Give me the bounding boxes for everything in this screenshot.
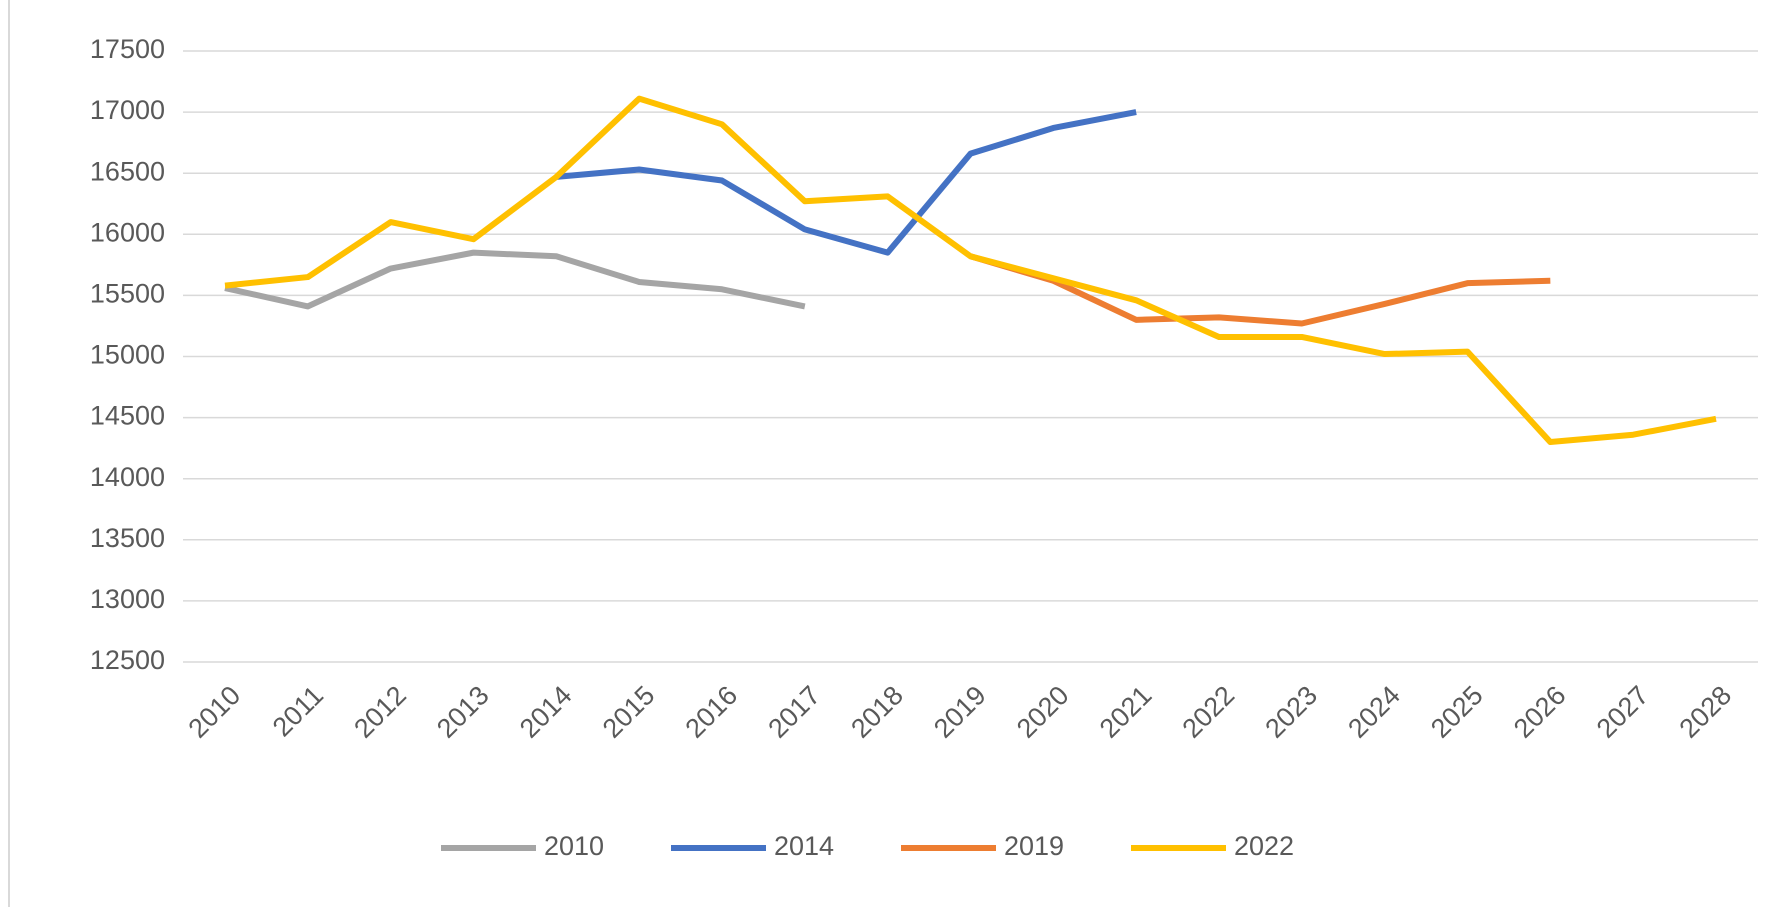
- series-line: [224, 95, 1717, 446]
- x-tick-label: 2020: [1011, 680, 1075, 744]
- x-tick-label: 2014: [514, 680, 578, 744]
- y-tick-label: 14500: [90, 401, 165, 431]
- y-tick-label: 15500: [90, 279, 165, 309]
- y-tick-label: 15000: [90, 340, 165, 370]
- y-tick-label: 16500: [90, 156, 165, 186]
- x-tick-label: 2011: [267, 680, 329, 742]
- x-tick-label: 2019: [928, 680, 992, 744]
- x-tick-label: 2021: [1094, 680, 1158, 744]
- legend-label: 2019: [1004, 831, 1064, 861]
- x-tick-label: 2015: [597, 680, 661, 744]
- x-tick-label: 2017: [762, 680, 826, 744]
- x-tick-label: 2010: [183, 680, 247, 744]
- x-tick-label: 2018: [845, 680, 909, 744]
- y-tick-label: 13000: [90, 584, 165, 614]
- y-tick-label: 17500: [90, 34, 165, 64]
- legend-label: 2022: [1234, 831, 1294, 861]
- legend-label: 2014: [774, 831, 834, 861]
- series-line: [224, 249, 806, 310]
- x-tick-label: 2028: [1674, 680, 1738, 744]
- y-tick-label: 12500: [90, 645, 165, 675]
- x-tick-label: 2022: [1177, 680, 1241, 744]
- series-line: [969, 253, 1551, 327]
- x-tick-label: 2027: [1591, 680, 1655, 744]
- x-tick-label: 2026: [1508, 680, 1572, 744]
- y-tick-label: 16000: [90, 217, 165, 247]
- x-tick-label: 2013: [431, 680, 495, 744]
- y-tick-label: 17000: [90, 95, 165, 125]
- x-tick-label: 2025: [1425, 680, 1489, 744]
- x-tick-label: 2016: [680, 680, 744, 744]
- legend-label: 2010: [544, 831, 604, 861]
- x-tick-label: 2012: [348, 680, 412, 744]
- x-tick-label: 2023: [1259, 680, 1323, 744]
- y-tick-label: 14000: [90, 462, 165, 492]
- series-line: [556, 109, 1137, 256]
- x-tick-label: 2024: [1342, 680, 1406, 744]
- y-tick-label: 13500: [90, 523, 165, 553]
